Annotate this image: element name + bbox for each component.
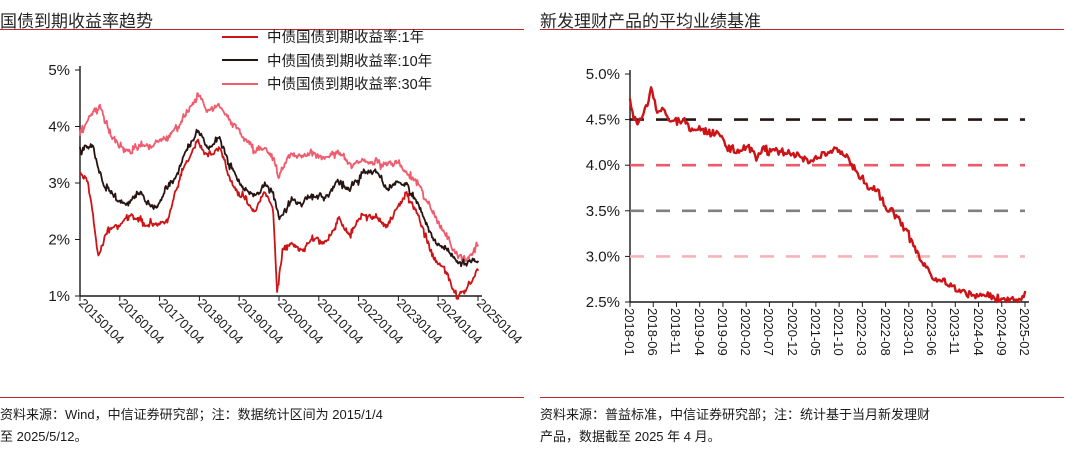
svg-text:2022-08: 2022-08 <box>878 308 893 356</box>
svg-text:2025-02: 2025-02 <box>1017 308 1032 356</box>
svg-text:2021-10: 2021-10 <box>831 308 846 356</box>
svg-text:2020-07: 2020-07 <box>761 308 776 356</box>
svg-text:5%: 5% <box>48 62 70 79</box>
svg-text:2.5%: 2.5% <box>586 294 620 311</box>
svg-text:2019-04: 2019-04 <box>692 308 707 356</box>
svg-text:3.0%: 3.0% <box>586 248 620 265</box>
svg-text:4.5%: 4.5% <box>586 112 620 129</box>
svg-text:2023-01: 2023-01 <box>901 308 916 356</box>
svg-text:2020-02: 2020-02 <box>738 308 753 356</box>
svg-text:2024-04: 2024-04 <box>971 308 986 356</box>
svg-text:3%: 3% <box>48 175 70 192</box>
svg-text:5.0%: 5.0% <box>586 66 620 83</box>
svg-text:1%: 1% <box>48 288 70 305</box>
svg-text:2019-09: 2019-09 <box>715 308 730 356</box>
svg-text:2023-06: 2023-06 <box>924 308 939 356</box>
svg-text:2024-09: 2024-09 <box>994 308 1009 356</box>
svg-text:2020-12: 2020-12 <box>785 308 800 356</box>
svg-text:2023-11: 2023-11 <box>947 308 962 355</box>
svg-text:2021-05: 2021-05 <box>808 308 823 356</box>
svg-text:2018-01: 2018-01 <box>622 308 637 356</box>
svg-text:4.0%: 4.0% <box>586 157 620 174</box>
svg-text:3.5%: 3.5% <box>586 203 620 220</box>
svg-text:2022-03: 2022-03 <box>854 308 869 356</box>
svg-text:4%: 4% <box>48 119 70 136</box>
svg-text:2%: 2% <box>48 232 70 249</box>
svg-text:2018-11: 2018-11 <box>668 308 683 355</box>
svg-text:2018-06: 2018-06 <box>645 308 660 356</box>
